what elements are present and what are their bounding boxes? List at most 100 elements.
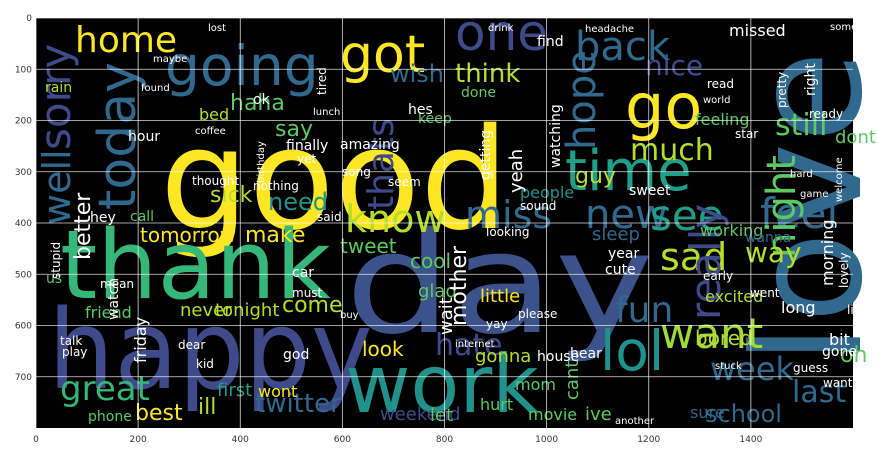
word-ive: ive [585,404,612,425]
word-wanna: wanna [745,230,791,246]
word-let: let [430,405,453,426]
word-weekend: weekend [380,404,461,425]
x-axis: 0 200 400 600 800 1000 1200 1400 [33,435,762,445]
word-look: look [362,337,404,361]
word-mean: mean [100,277,134,291]
word-yeah: yeah [506,149,527,193]
word-see: see [650,191,724,240]
word-make: make [245,223,305,248]
word-oh: oh [840,343,867,368]
word-school: school [705,400,782,428]
word-coffee: coffee [195,126,226,137]
word-rain: rain [45,80,72,96]
word-friend: friend [85,303,132,322]
word-hurt: hurt [480,395,513,414]
word-someone: someone [830,22,876,33]
word-gone: gone [822,344,857,360]
word-world: world [703,95,731,106]
word-cute: cute [605,262,636,278]
word-working: working [700,221,763,240]
word-talk: talk [60,334,82,348]
word-game: game [800,189,828,200]
word-lol: lol [600,319,664,383]
word-feel: feel [760,189,838,238]
word-fun: fun [615,290,673,331]
word-please: please [518,307,557,321]
word-go: go [625,70,702,143]
word-work: work [345,338,539,431]
word-never: never [180,300,232,321]
word-yet: yet [297,152,316,166]
word-tweet: tweet [340,234,397,258]
word-well: well [35,149,79,225]
word-twitter: twitter [255,389,341,419]
word-better: better [71,192,96,260]
word-little: little [480,286,520,307]
y-tick-label: 400 [15,219,32,229]
word-tomorrow: tomorrow [140,223,236,247]
word-dont: dont [835,127,876,148]
word-must: must [292,286,323,300]
word-want: want [660,309,763,358]
word-bit: bit [829,330,850,349]
word-car: car [292,265,314,281]
word-long: long [781,298,816,317]
word-bed: bed [199,105,229,124]
word-nice: nice [645,49,703,82]
y-tick-label: 200 [15,117,32,127]
word-find: find [537,34,564,50]
word-know: know [345,197,445,241]
word-amazing: amazing [340,137,400,153]
word-week: week [710,350,795,388]
word-looking: looking [486,225,530,239]
word-keep: keep [418,111,452,127]
word-watch: watch [106,278,122,320]
word-nothing: nothing [253,179,299,193]
word-day: day [345,203,654,366]
word-sweet: sweet [629,183,671,199]
word-call: call [130,209,154,225]
word-wanted: wanted [823,376,867,390]
word-night: night [759,155,805,258]
word-cant: cant [562,361,583,400]
word-lovely: lovely [837,252,851,288]
word-ready: ready [809,107,843,121]
word-tonight: tonight [215,300,279,321]
word-seem: seem [388,175,421,189]
word-sorry: sorry [31,44,80,150]
word-lunch: lunch [313,107,340,118]
y-tick-label: 0 [26,14,32,24]
word-missed: missed [729,21,786,40]
word-people: people [520,183,574,202]
word-first: first [217,380,252,401]
x-tick-label: 1000 [535,435,558,445]
word-still: still [775,108,827,143]
word-maybe: maybe [153,54,187,65]
word-another: another [615,416,655,427]
word-star: star [735,127,758,141]
word-excited: excited [705,287,763,306]
word-wish: wish [390,60,444,88]
word-feeling: feeling [695,110,750,129]
word-haha: haha [230,91,285,116]
grid-lines [35,17,853,428]
word-mom: mom [515,375,556,394]
word-pretty: pretty [775,72,789,108]
word-friday: friday [131,317,150,363]
word-done: done [461,85,496,101]
word-read: read [707,77,734,91]
word-lost: lost [208,23,226,34]
word-hope: hope [559,50,605,150]
word-good: good [160,99,509,262]
word-way: way [745,236,802,269]
y-tick-label: 100 [15,65,32,75]
word-sick: sick [210,183,253,208]
word-say: say [275,117,313,142]
word-happy: happy [48,286,373,414]
word-movie: movie [528,405,577,424]
word-hear: hear [570,346,602,362]
word-love: love [722,50,877,365]
x-tick-label: 1400 [739,435,762,445]
word-welcome: welcome [834,157,845,202]
